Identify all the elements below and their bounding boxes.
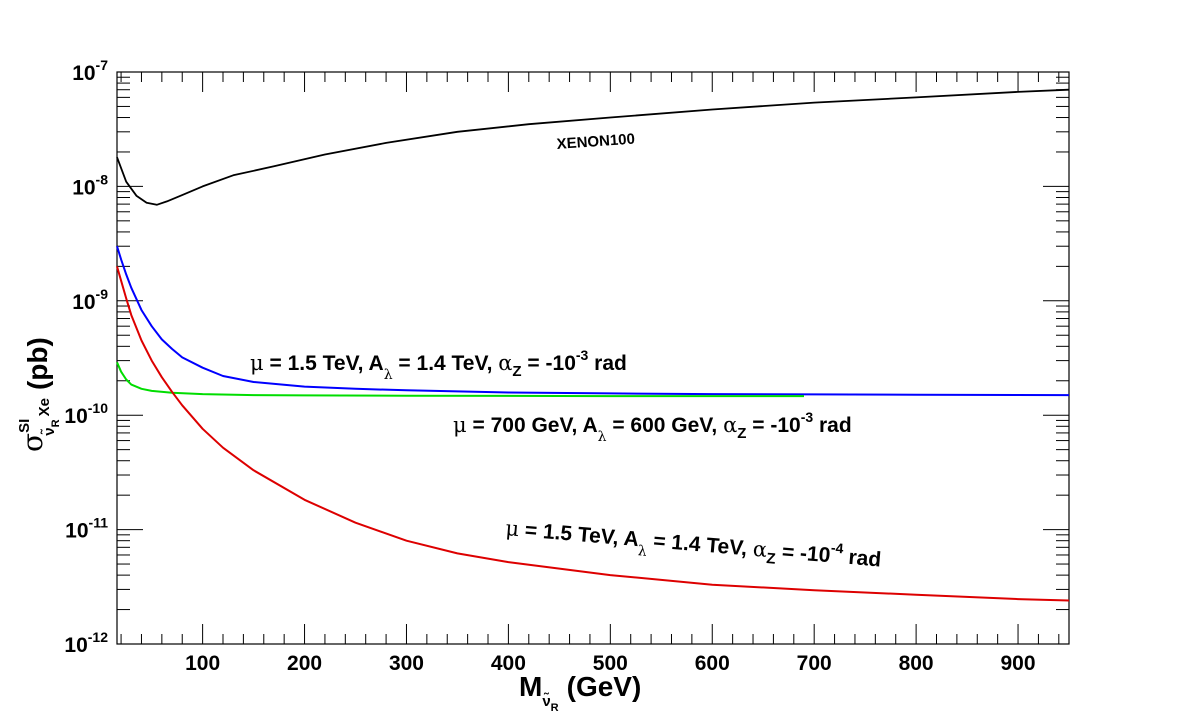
x-tick-label: 400 [491, 652, 526, 675]
axis-ticks [117, 72, 1069, 645]
x-tick-label: 900 [1001, 652, 1036, 675]
y-tick-label: 10-12 [64, 629, 108, 657]
y-tick-label: 10-8 [72, 171, 108, 199]
series-line-2 [116, 361, 804, 398]
series-line-3 [116, 266, 1070, 602]
curves [116, 88, 1070, 602]
green-curve-label: μ = 700 GeV, Aλ = 600 GeV, αZ = -10-3 ra… [453, 409, 852, 445]
y-tick-label: 10-10 [64, 400, 108, 428]
y-tick-label: 10-11 [65, 515, 108, 543]
x-tick-label: 500 [593, 652, 628, 675]
series-line-1 [116, 245, 1070, 397]
xenon-label: XENON100 [556, 131, 635, 153]
x-tick-label: 600 [695, 652, 730, 675]
x-tick-label: 100 [185, 652, 220, 675]
x-axis-title: Mν̃R(GeV) [519, 671, 641, 714]
series-line-0 [116, 88, 1070, 206]
blue-curve-label: μ = 1.5 TeV, Aλ = 1.4 TeV, αZ = -10-3 ra… [250, 347, 627, 383]
plot-frame [116, 71, 1070, 645]
x-tick-label: 700 [797, 652, 832, 675]
y-tick-label: 10-7 [72, 57, 108, 85]
x-tick-labels: 100 200 300 400 500 600 700 800 900 [185, 652, 1035, 675]
y-tick-labels: 10-7 10-8 10-9 10-10 10-11 10-12 [64, 57, 108, 657]
y-tick-label: 10-9 [72, 286, 108, 314]
x-tick-label: 300 [389, 652, 424, 675]
x-tick-label: 200 [287, 652, 322, 675]
y-axis-title: σSI ν̃RXe(pb) [16, 337, 62, 452]
x-tick-label: 800 [899, 652, 934, 675]
